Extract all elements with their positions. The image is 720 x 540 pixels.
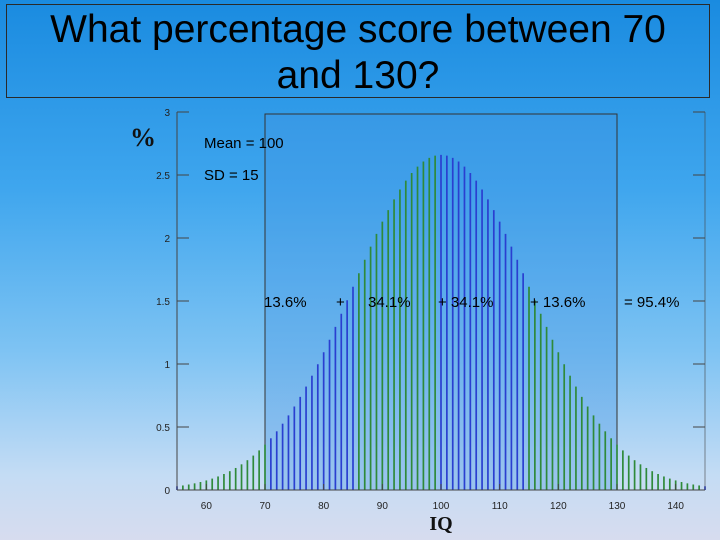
y-tick-label: 3 (164, 108, 170, 119)
sd-annotation: SD = 15 (204, 167, 259, 184)
y-tick-label: 0 (164, 486, 170, 497)
x-tick-label: 140 (667, 501, 684, 512)
slide-title: What percentage score between 70 and 130… (50, 8, 666, 97)
x-tick-label: 90 (377, 501, 389, 512)
y-tick-label: 0.5 (156, 423, 170, 434)
plus-sign: + (336, 294, 345, 311)
x-tick-label: 130 (609, 501, 626, 512)
y-tick-label: 2.5 (156, 171, 170, 182)
y-tick-label: 1 (164, 360, 170, 371)
x-tick-label: 120 (550, 501, 567, 512)
x-tick-label: 100 (433, 501, 450, 512)
percent-34-1-right: + 34.1% (438, 294, 493, 311)
x-axis-label: IQ (429, 513, 452, 535)
y-tick-label: 2 (164, 234, 170, 245)
x-tick-label: 60 (201, 501, 213, 512)
percent-13-6-right: + 13.6% (530, 294, 585, 311)
percent-34-1-left: 34.1% (368, 294, 411, 311)
mean-annotation: Mean = 100 (204, 135, 284, 152)
x-tick-label: 70 (259, 501, 271, 512)
percent-13-6-left: 13.6% (264, 294, 307, 311)
y-axis-label: % (130, 123, 156, 152)
y-tick-label: 1.5 (156, 297, 170, 308)
total-percent: = 95.4% (624, 294, 679, 311)
title-box: What percentage score between 70 and 130… (6, 4, 710, 98)
x-tick-label: 80 (318, 501, 330, 512)
x-tick-label: 110 (492, 501, 508, 512)
